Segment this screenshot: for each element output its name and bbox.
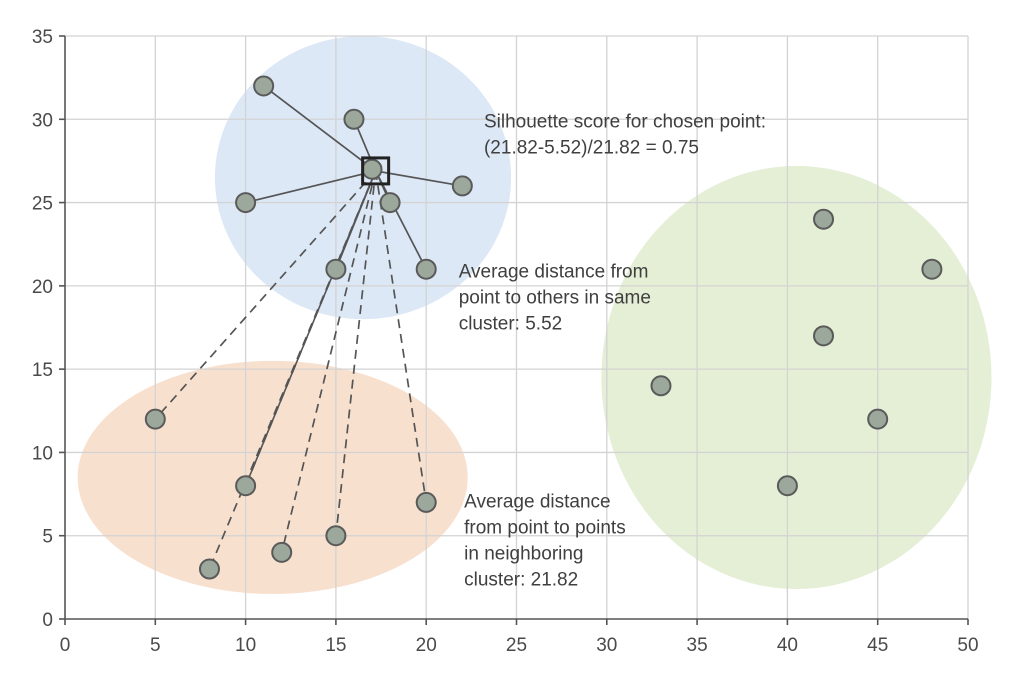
annotation-1-line-0: Average distance from <box>459 262 649 283</box>
data-point-orange-5 <box>415 491 437 513</box>
distance-line-blue-0 <box>263 85 377 172</box>
distance-line-solid-extra <box>244 170 377 487</box>
data-point-green-3 <box>650 375 672 397</box>
x-tick-label-35: 35 <box>687 635 708 656</box>
x-tick-label-15: 15 <box>325 635 346 656</box>
distance-line-orange-4 <box>335 170 377 536</box>
annotation-2: Average distance from point to points in n… <box>464 491 626 590</box>
annotation-1-line-2: cluster: 5.52 <box>459 314 563 335</box>
x-tick-label-40: 40 <box>777 635 798 656</box>
data-point-green-4 <box>867 408 889 430</box>
annotation-1-line-1: point to others in same <box>459 288 651 309</box>
data-point-blue-7 <box>361 158 383 180</box>
y-tick-label-20: 20 <box>32 277 53 298</box>
points-layer <box>144 75 943 580</box>
y-tick-label-25: 25 <box>32 194 53 215</box>
y-tick-label-10: 10 <box>32 443 53 464</box>
data-point-orange-1 <box>235 475 257 497</box>
data-point-orange-0 <box>144 408 166 430</box>
x-tick-label-25: 25 <box>506 635 527 656</box>
data-point-green-0 <box>813 208 835 230</box>
annotation-0-line-0: Silhouette score for chosen point: <box>484 112 766 133</box>
distance-line-orange-5 <box>374 170 428 503</box>
y-tick-label-15: 15 <box>32 360 53 381</box>
x-tick-label-45: 45 <box>867 635 888 656</box>
annotation-2-line-1: from point to points <box>464 517 626 538</box>
axes-layer: 0 5 10 15 20 25 30 35 40 45 50 0 5 10 15 20 25 30 35 <box>32 27 979 656</box>
annotation-1: Average distance from point to others in … <box>459 262 651 335</box>
data-point-blue-0 <box>253 75 275 97</box>
data-point-blue-5 <box>325 258 347 280</box>
x-tick-label-20: 20 <box>416 635 437 656</box>
data-point-green-2 <box>813 325 835 347</box>
distance-line-orange-0 <box>154 170 377 420</box>
distance-line-orange-3 <box>280 170 377 553</box>
x-tick-label-0: 0 <box>60 635 71 656</box>
annotation-2-line-0: Average distance <box>464 491 610 512</box>
grid-layer <box>65 35 969 619</box>
data-point-blue-2 <box>451 175 473 197</box>
data-point-orange-2 <box>198 558 220 580</box>
data-point-blue-4 <box>379 192 401 214</box>
y-tick-label-35: 35 <box>32 27 53 48</box>
data-point-blue-3 <box>235 192 257 214</box>
distance-line-blue-3 <box>245 170 376 204</box>
data-point-green-5 <box>776 475 798 497</box>
chosen-point-layer <box>361 156 391 186</box>
x-tick-label-10: 10 <box>235 635 256 656</box>
data-point-blue-6 <box>415 258 437 280</box>
data-point-green-1 <box>921 258 943 280</box>
y-tick-label-5: 5 <box>42 527 53 548</box>
annotation-2-line-2: in neighboring <box>464 543 583 564</box>
data-point-orange-3 <box>271 541 293 563</box>
x-tick-label-30: 30 <box>596 635 617 656</box>
x-tick-label-50: 50 <box>957 635 978 656</box>
y-tick-label-0: 0 <box>42 610 53 631</box>
data-point-orange-4 <box>325 525 347 547</box>
y-tick-label-30: 30 <box>32 110 53 131</box>
annotations-layer: Silhouette score for chosen point: (21.82… <box>459 112 766 591</box>
annotation-0: Silhouette score for chosen point: (21.82… <box>484 112 766 159</box>
cluster-green-region <box>601 165 992 590</box>
annotation-2-line-3: cluster: 21.82 <box>464 569 578 590</box>
distance-line-blue-6 <box>374 170 427 270</box>
distance-lines-layer <box>154 85 463 570</box>
annotation-0-line-1: (21.82-5.52)/21.82 = 0.75 <box>484 138 699 159</box>
chosen-point-marker <box>361 156 391 186</box>
x-tick-label-5: 5 <box>150 635 161 656</box>
data-point-blue-1 <box>343 108 365 130</box>
